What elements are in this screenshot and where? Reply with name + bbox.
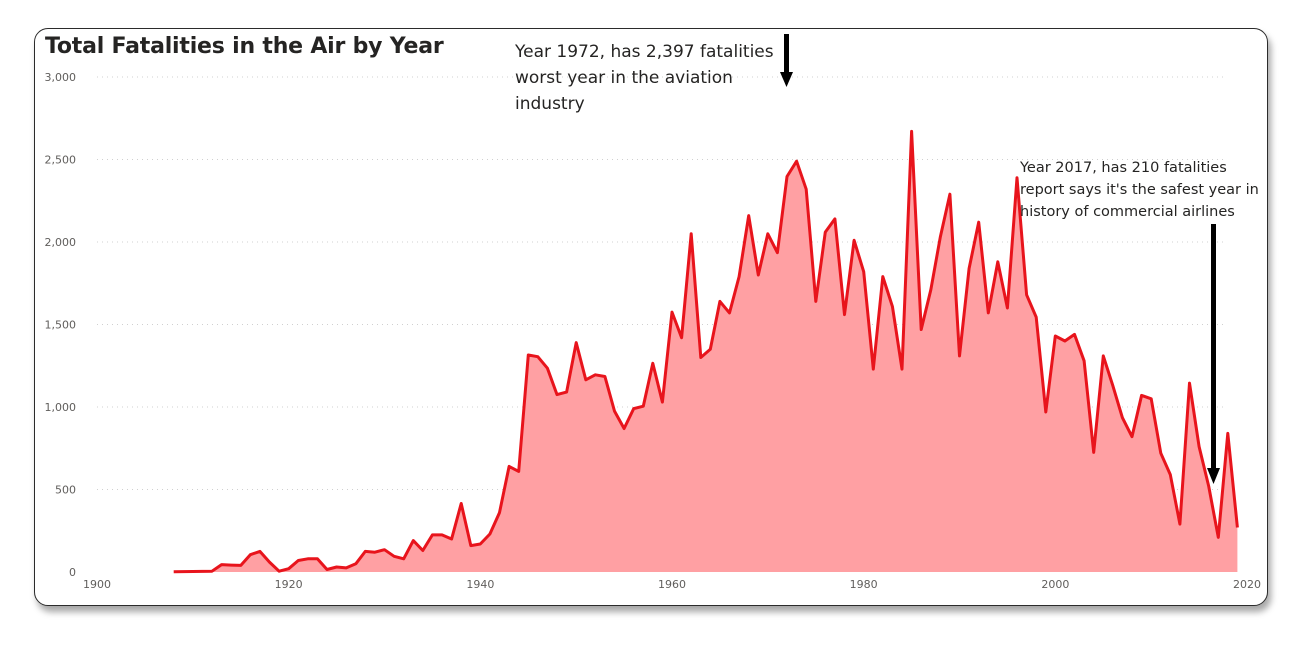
x-tick-label: 1900	[83, 578, 111, 591]
x-tick-label: 1940	[466, 578, 494, 591]
y-axis-ticks: 0 500 1,000 1,500 2,000 2,500 3,000	[45, 71, 77, 579]
y-tick-label: 2,000	[45, 236, 77, 249]
safest-annotation-line: report says it's the safest year in	[1020, 182, 1259, 198]
safest-annotation-line: Year 2017, has 210 fatalities	[1020, 160, 1227, 176]
x-axis-ticks: 1900 1920 1940 1960 1980 2000 2020	[83, 578, 1261, 591]
safest-annotation: Year 2017, has 210 fatalities report say…	[1020, 157, 1259, 223]
peak-annotation-line: Year 1972, has 2,397 fatalities	[515, 42, 774, 62]
y-tick-label: 1,500	[45, 319, 77, 332]
peak-annotation-line: industry	[515, 94, 585, 114]
series-line	[173, 129, 1239, 574]
x-tick-label: 1960	[658, 578, 686, 591]
annotation-arrows	[780, 34, 1220, 484]
y-tick-label: 500	[55, 484, 76, 497]
peak-annotation: Year 1972, has 2,397 fatalities worst ye…	[515, 39, 774, 117]
x-tick-label: 1920	[275, 578, 303, 591]
peak-arrow-shaft	[784, 34, 789, 74]
x-tick-label: 1980	[850, 578, 878, 591]
y-tick-label: 2,500	[45, 154, 77, 167]
y-tick-label: 1,000	[45, 401, 77, 414]
x-tick-label: 2020	[1233, 578, 1261, 591]
safest-arrow-head	[1207, 468, 1220, 484]
chart-title: Total Fatalities in the Air by Year	[45, 34, 444, 59]
y-tick-label: 0	[69, 566, 76, 579]
x-tick-label: 2000	[1041, 578, 1069, 591]
safest-arrow-shaft	[1211, 224, 1216, 470]
safest-annotation-line: history of commercial airlines	[1020, 204, 1235, 220]
peak-annotation-line: worst year in the aviation	[515, 68, 733, 88]
area-fill	[173, 131, 1238, 572]
peak-arrow-head	[780, 72, 793, 87]
y-tick-label: 3,000	[45, 71, 77, 84]
